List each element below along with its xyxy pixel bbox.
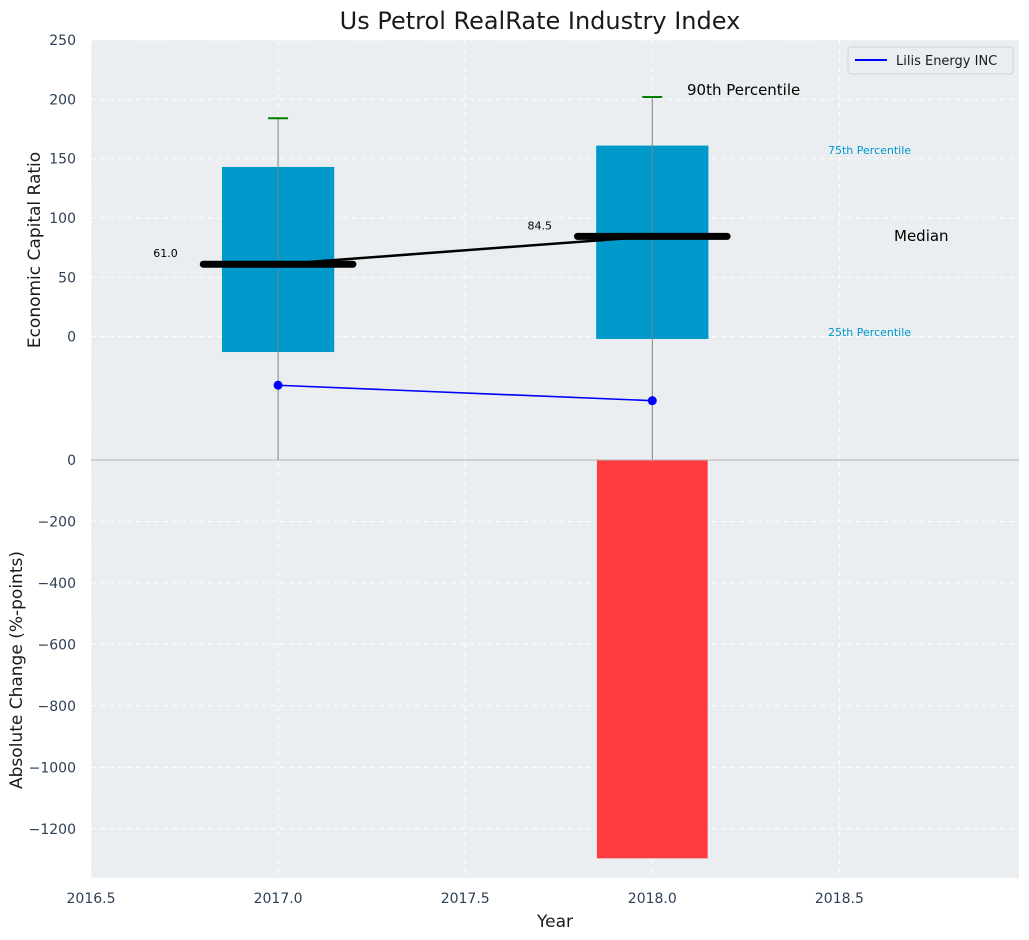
company-series-point — [647, 396, 657, 406]
x-tick-label: 2016.5 — [67, 891, 116, 907]
bottom-y-tick-label: −1200 — [29, 822, 76, 838]
bottom-y-tick-label: −200 — [38, 514, 76, 530]
median-label-2017: 61.0 — [153, 247, 178, 260]
bottom-y-tick-label: −400 — [38, 576, 76, 592]
top-y-tick-label: 250 — [49, 33, 76, 49]
x-tick-label: 2017.5 — [441, 891, 490, 907]
bottom-y-tick-label: −1000 — [29, 760, 76, 776]
top-y-axis-label: Economic Capital Ratio — [25, 152, 45, 348]
top-y-tick-label: 50 — [58, 270, 76, 286]
x-tick-label: 2018.5 — [815, 891, 864, 907]
x-tick-label: 2017.0 — [254, 891, 303, 907]
x-axis-label: Year — [536, 912, 573, 932]
change-bar-2018 — [596, 460, 708, 859]
top-y-tick-label: 200 — [49, 92, 76, 108]
median-trend-line — [278, 235, 653, 266]
bottom-panel-marks — [596, 460, 708, 859]
top-y-tick-label: 100 — [49, 211, 76, 227]
top-y-tick-label: 150 — [49, 152, 76, 168]
bottom-y-tick-label: −800 — [38, 699, 76, 715]
chart-title: Us Petrol RealRate Industry Index — [340, 7, 741, 35]
bottom-axes-background — [91, 460, 1019, 878]
bottom-y-tick-label: −600 — [38, 637, 76, 653]
p75-annotation: 75th Percentile — [828, 144, 911, 157]
top-y-tick-label: 0 — [67, 330, 76, 346]
bottom-y-axis-label: Absolute Change (%-points) — [7, 551, 27, 789]
x-tick-label: 2018.0 — [628, 891, 677, 907]
top-panel-marks: 61.0 84.5 — [153, 95, 731, 460]
median-annotation: Median — [894, 227, 949, 245]
legend: Lilis Energy INC — [847, 46, 1014, 75]
median-label-2018: 84.5 — [527, 219, 552, 232]
company-series-point — [273, 380, 283, 390]
bottom-y-tick-label: 0 — [67, 453, 76, 469]
legend-box — [847, 46, 1014, 75]
company-series-line — [278, 384, 653, 402]
axes-text: 2016.5 2017.0 2017.5 2018.0 2018.5 0 50 100 150 2… — [29, 33, 864, 907]
p90-annotation: 90th Percentile — [687, 81, 800, 99]
legend-label: Lilis Energy INC — [896, 54, 997, 69]
p25-annotation: 25th Percentile — [828, 326, 911, 339]
